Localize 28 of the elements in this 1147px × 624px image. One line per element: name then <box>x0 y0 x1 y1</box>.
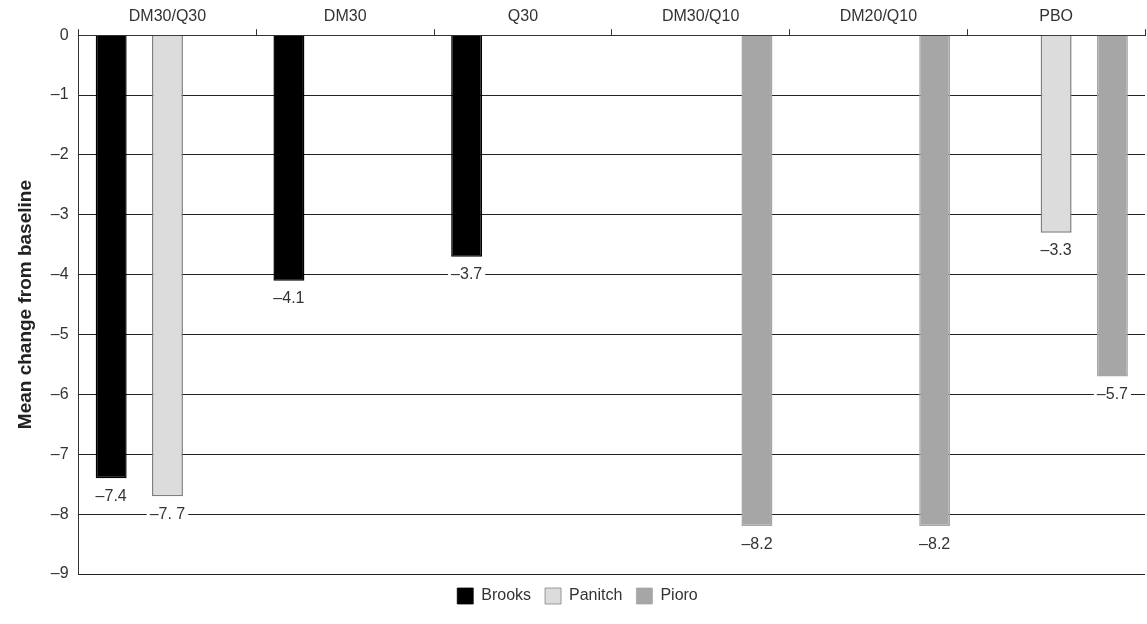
y-tick-label: –6 <box>50 384 69 402</box>
data-label: –7. 7 <box>149 504 186 522</box>
x-tick-label: DM30/Q30 <box>128 7 207 25</box>
y-tick-label: –7 <box>50 444 69 462</box>
y-tick-label: –2 <box>50 145 69 163</box>
y-tick-label: –5 <box>50 324 69 342</box>
y-tick-label: –9 <box>50 564 69 582</box>
data-label: –3.3 <box>1040 241 1072 259</box>
y-tick-label: –4 <box>50 265 69 283</box>
data-label: –5.7 <box>1096 384 1129 402</box>
data-label: –8.2 <box>741 534 773 552</box>
legend-label: Panitch <box>569 586 623 604</box>
legend-label: Pioro <box>660 586 698 604</box>
legend-label: Brooks <box>481 586 532 604</box>
data-label: –4.1 <box>273 289 305 307</box>
y-tick-label: –1 <box>50 85 69 103</box>
x-tick-label: DM30/Q10 <box>661 7 740 25</box>
y-tick-label: 0 <box>59 25 69 43</box>
x-tick-label: PBO <box>1039 7 1074 25</box>
x-tick-label: DM30 <box>323 7 367 25</box>
y-tick-label: –8 <box>50 504 69 522</box>
y-axis-title: Mean change from baseline <box>13 180 35 430</box>
y-tick-label: –3 <box>50 205 69 223</box>
data-label: –3.7 <box>451 265 483 283</box>
data-label: –7.4 <box>95 486 127 504</box>
data-label: –8.2 <box>919 534 951 552</box>
x-tick-label: DM20/Q10 <box>839 7 918 25</box>
x-tick-label: Q30 <box>507 7 539 25</box>
